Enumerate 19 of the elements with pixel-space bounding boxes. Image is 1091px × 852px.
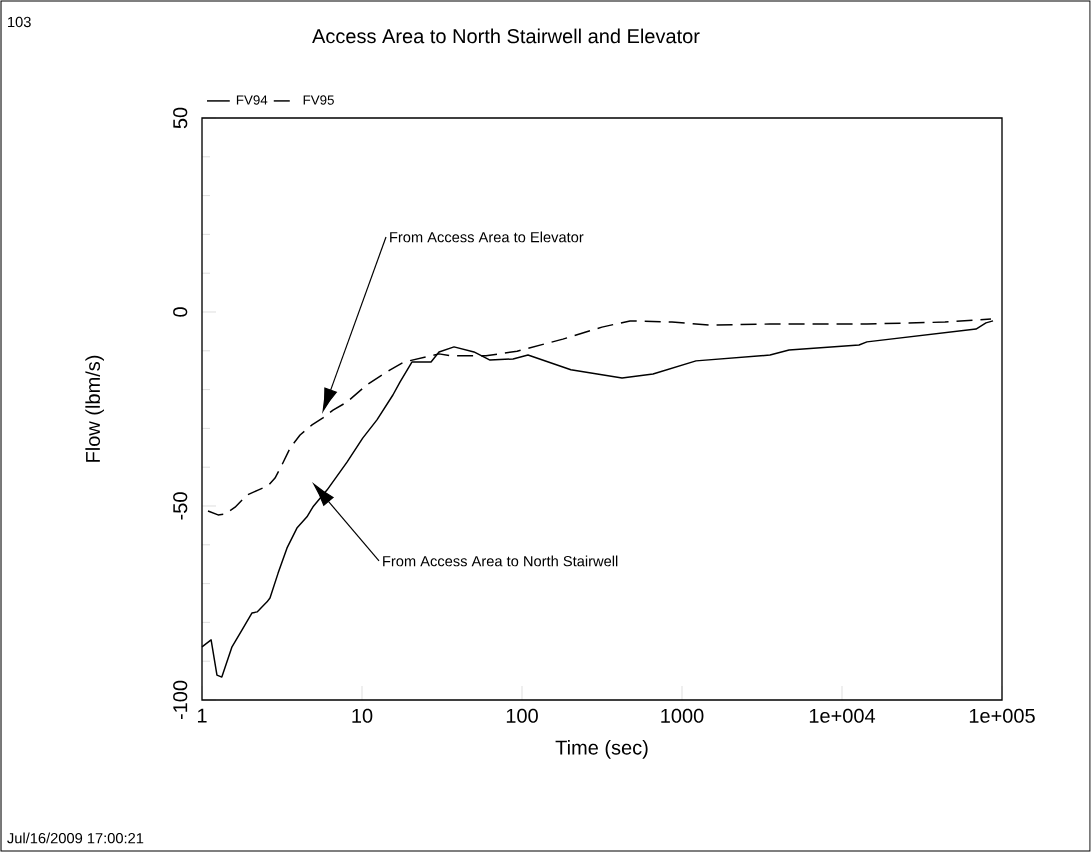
x-tick-label: 1000 (661, 708, 704, 723)
x-tick-label: 100 (506, 708, 538, 723)
legend-label: FV94 (236, 95, 268, 105)
y-tick-label: -100 (173, 680, 188, 720)
x-tick-label: 10 (352, 708, 373, 723)
y-axis-title: Flow (lbm/s) (85, 355, 104, 462)
text: Jul/16/2009 17:00:21 (7, 832, 144, 844)
text: 103 (8, 16, 31, 28)
x-tick-label: 1e+004 (809, 708, 876, 723)
x-axis-title: Time (sec) (555, 740, 648, 759)
y-tick-label: 0 (173, 307, 188, 317)
y-tick-label: 50 (173, 107, 188, 129)
x-tick-label: 1e+005 (969, 708, 1035, 723)
y-tick-label: -50 (173, 492, 188, 520)
legend-label: FV95 (303, 95, 334, 105)
annotation: From Access Area to Elevator (390, 231, 584, 243)
x-tick-label: 1 (197, 708, 207, 723)
annotation: From Access Area to North Stairwell (383, 555, 618, 567)
chart-title: Access Area to North Stairwell and Elevator (312, 28, 700, 44)
